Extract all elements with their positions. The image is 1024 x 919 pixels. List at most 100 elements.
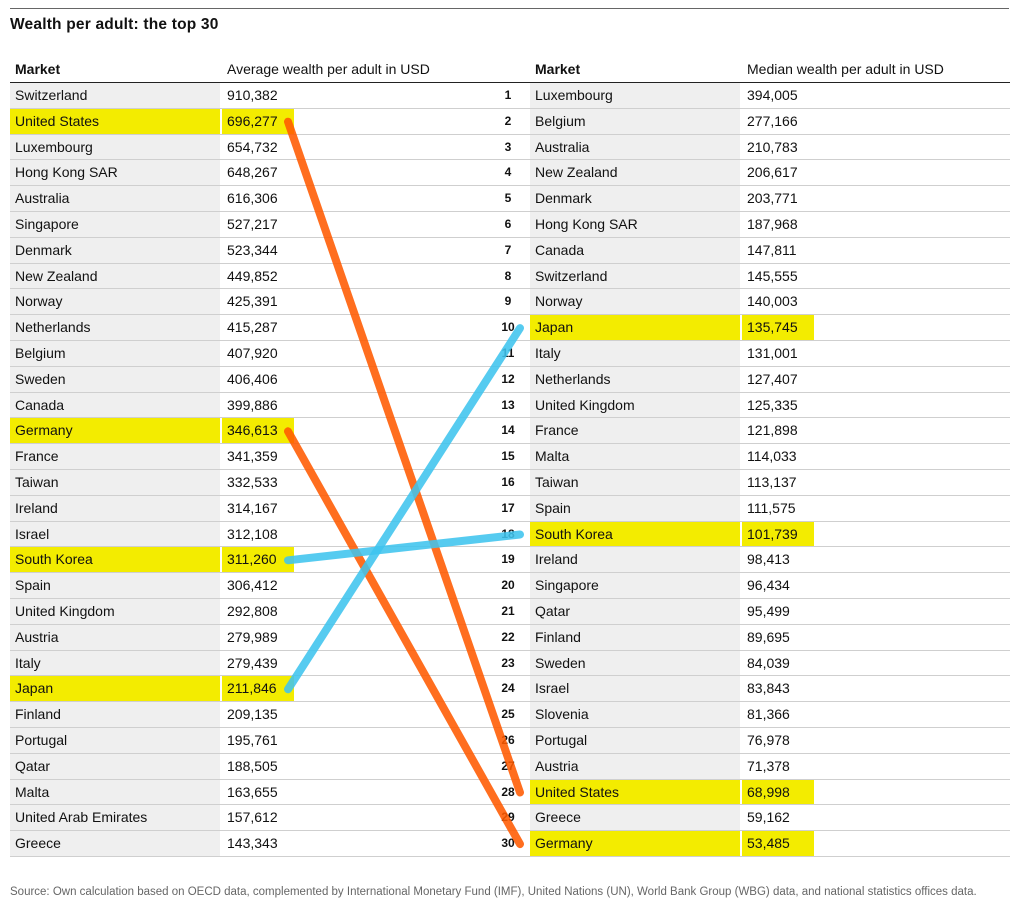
rank-cell: 18 — [501, 526, 515, 541]
market-cell: Austria — [10, 624, 220, 650]
table-row: Hong Kong SAR 648,267 — [10, 160, 494, 187]
table-row: 28 United States 68,998 — [494, 779, 1010, 806]
value-cell: 143,343 — [227, 835, 278, 852]
table-row: Germany 346,613 — [10, 418, 494, 445]
value-cell: 696,277 — [222, 108, 294, 134]
market-cell: Ireland — [10, 495, 220, 521]
table-row: Belgium 407,920 — [10, 340, 494, 367]
table-row: Ireland 314,167 — [10, 495, 494, 522]
value-cell: 210,783 — [747, 138, 798, 155]
rank-cell: 25 — [501, 707, 515, 722]
table-body: 1 Luxembourg 394,005 2 Belgium 277,166 3 Austra… — [494, 83, 1010, 857]
average-wealth-table: Market Average wealth per adult in USD S… — [10, 56, 494, 857]
market-cell: Luxembourg — [530, 83, 740, 108]
market-cell: Israel — [530, 676, 740, 702]
table-row: 6 Hong Kong SAR 187,968 — [494, 211, 1010, 238]
market-cell: Taiwan — [530, 469, 740, 495]
value-cell: 163,655 — [227, 783, 278, 800]
rank-cell: 8 — [504, 268, 512, 283]
table-row: United Kingdom 292,808 — [10, 598, 494, 625]
market-cell: Japan — [530, 315, 740, 340]
market-cell: Netherlands — [10, 315, 220, 340]
value-cell: 125,335 — [747, 396, 798, 413]
table-row: 21 Qatar 95,499 — [494, 598, 1010, 625]
market-cell: Sweden — [530, 650, 740, 676]
table-row: Italy 279,439 — [10, 650, 494, 677]
value-cell: 59,162 — [747, 809, 790, 826]
market-cell: Austria — [530, 753, 740, 779]
market-cell: Australia — [530, 134, 740, 160]
rank-cell: 21 — [501, 603, 515, 618]
market-cell: Qatar — [530, 598, 740, 624]
value-cell: 140,003 — [747, 293, 798, 310]
value-cell: 145,555 — [747, 267, 798, 284]
table-row: 8 Switzerland 145,555 — [494, 263, 1010, 290]
value-cell: 195,761 — [227, 731, 278, 748]
value-cell: 76,978 — [747, 731, 790, 748]
market-cell: United Arab Emirates — [10, 805, 220, 831]
table-row: Switzerland 910,382 — [10, 83, 494, 109]
rank-cell: 1 — [504, 88, 512, 102]
market-cell: Japan — [10, 676, 220, 702]
table-row: United States 696,277 — [10, 108, 494, 135]
value-cell: 332,533 — [227, 473, 278, 490]
rank-cell: 13 — [501, 397, 515, 412]
value-cell: 147,811 — [747, 241, 797, 258]
value-cell: 292,808 — [227, 602, 278, 619]
value-cell: 314,167 — [227, 499, 278, 516]
table-row: South Korea 311,260 — [10, 547, 494, 574]
market-cell: Malta — [10, 779, 220, 805]
table-row: 12 Netherlands 127,407 — [494, 366, 1010, 393]
table-header: Market Average wealth per adult in USD — [10, 56, 494, 83]
table-row: Norway 425,391 — [10, 289, 494, 316]
value-cell: 84,039 — [747, 654, 790, 671]
rank-cell: 5 — [504, 191, 512, 206]
value-cell: 53,485 — [742, 831, 814, 856]
value-cell: 187,968 — [747, 215, 798, 232]
table-row: 22 Finland 89,695 — [494, 624, 1010, 651]
table-row: France 341,359 — [10, 444, 494, 470]
value-cell: 311,260 — [222, 547, 294, 573]
market-cell: Canada — [530, 237, 740, 263]
value-cell: 425,391 — [227, 293, 278, 310]
market-cell: United States — [10, 108, 220, 134]
value-cell: 121,898 — [747, 422, 798, 439]
table-row: Malta 163,655 — [10, 779, 494, 806]
market-cell: Finland — [530, 624, 740, 650]
market-cell: Sweden — [10, 366, 220, 392]
value-cell: 131,001 — [747, 344, 798, 361]
table-row: Sweden 406,406 — [10, 366, 494, 393]
market-cell: Slovenia — [530, 702, 740, 727]
table-row: Taiwan 332,533 — [10, 469, 494, 496]
rank-cell: 26 — [501, 732, 515, 747]
value-cell: 312,108 — [227, 525, 278, 542]
value-cell: 68,998 — [742, 779, 814, 805]
value-cell: 279,989 — [227, 628, 278, 645]
value-cell: 113,137 — [747, 473, 797, 490]
value-cell: 95,499 — [747, 602, 790, 619]
value-header: Average wealth per adult in USD — [227, 61, 430, 77]
rank-cell: 12 — [501, 371, 515, 386]
rank-cell: 15 — [501, 449, 515, 464]
rank-cell: 27 — [501, 758, 515, 773]
market-cell: Portugal — [10, 727, 220, 753]
value-cell: 98,413 — [747, 551, 790, 568]
rank-cell: 3 — [504, 139, 512, 154]
value-cell: 415,287 — [227, 319, 278, 336]
rank-cell: 30 — [501, 836, 515, 851]
table-row: 23 Sweden 84,039 — [494, 650, 1010, 677]
market-cell: Portugal — [530, 727, 740, 753]
value-cell: 306,412 — [227, 577, 278, 594]
market-cell: United Kingdom — [10, 598, 220, 624]
table-row: 25 Slovenia 81,366 — [494, 702, 1010, 728]
table-row: 10 Japan 135,745 — [494, 315, 1010, 341]
market-cell: Italy — [10, 650, 220, 676]
table-row: 27 Austria 71,378 — [494, 753, 1010, 780]
table-row: Luxembourg 654,732 — [10, 134, 494, 161]
rank-cell: 4 — [504, 165, 512, 180]
value-cell: 910,382 — [227, 87, 278, 103]
table-row: 3 Australia 210,783 — [494, 134, 1010, 161]
value-cell: 89,695 — [747, 628, 790, 645]
table-row: 29 Greece 59,162 — [494, 805, 1010, 832]
market-cell: Taiwan — [10, 469, 220, 495]
